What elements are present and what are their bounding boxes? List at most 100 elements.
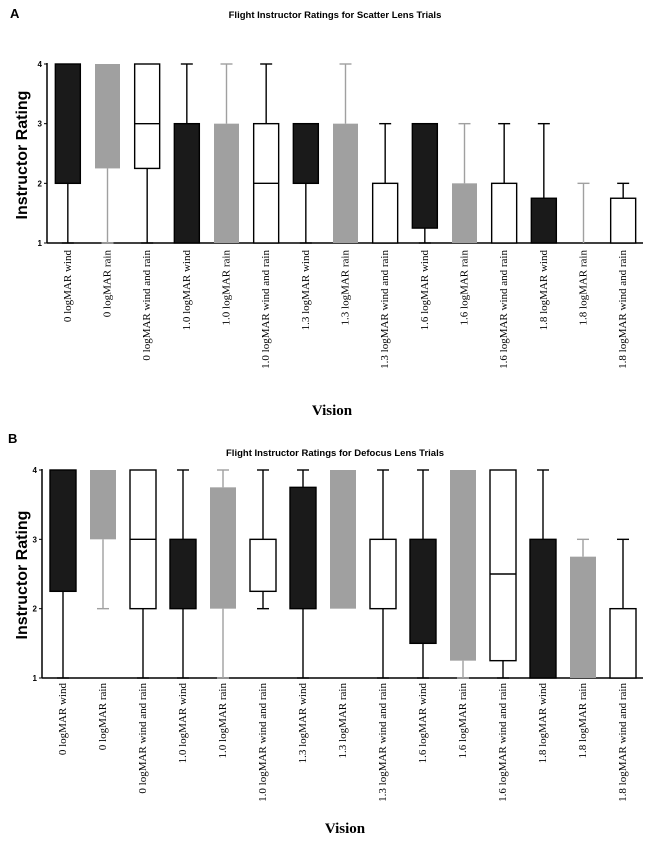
panel-a-box-2 bbox=[95, 64, 120, 244]
panel-a-ylabel: Instructor Rating bbox=[14, 91, 31, 220]
panel-a-title: Flight Instructor Ratings for Scatter Le… bbox=[229, 10, 442, 21]
panel-a-category-label-11: 1.6 logMAR rain bbox=[459, 250, 471, 326]
panel-a-category-label-8: 1.3 logMAR rain bbox=[340, 250, 352, 326]
panel-b-category-label-6: 1.0 logMAR wind and rain bbox=[257, 683, 269, 802]
panel-a-box-5 bbox=[214, 63, 239, 243]
box-body bbox=[292, 122, 320, 185]
panel-a-box-12 bbox=[490, 122, 518, 244]
box-body bbox=[173, 122, 201, 244]
panel-b-box-1 bbox=[49, 469, 77, 679]
panel-a-box-7 bbox=[292, 122, 320, 244]
panel-a-category-label-3: 0 logMAR wind and rain bbox=[141, 250, 153, 361]
panel-a-ytick-label-2: 2 bbox=[38, 179, 43, 188]
panel-b-box-3 bbox=[129, 469, 157, 679]
panel-b-category-label-2: 0 logMAR rain bbox=[97, 683, 109, 751]
panel-a-ytick-label-4: 4 bbox=[38, 60, 43, 69]
panel-a-category-label-15: 1.8 logMAR wind and rain bbox=[617, 250, 629, 369]
panel-a-category-label-10: 1.6 logMAR wind bbox=[419, 250, 431, 331]
panel-b-box-11 bbox=[450, 470, 476, 679]
panel-a-category-label-13: 1.8 logMAR wind bbox=[538, 250, 550, 331]
panel-b-box-15 bbox=[609, 538, 637, 679]
box-body bbox=[249, 538, 277, 593]
panel-b-box-10 bbox=[409, 469, 437, 679]
panel-b-category-label-15: 1.8 logMAR wind and rain bbox=[617, 683, 629, 802]
box-body bbox=[409, 538, 437, 645]
panel-a-box-13 bbox=[530, 122, 558, 244]
panel-b-category-label-8: 1.3 logMAR rain bbox=[337, 683, 349, 759]
panel-a-ytick-label-3: 3 bbox=[38, 120, 43, 129]
panel-b-ytick-label-4: 4 bbox=[33, 466, 38, 475]
panel-a-box-3 bbox=[133, 63, 161, 244]
panel-b-category-label-4: 1.0 logMAR wind bbox=[177, 683, 189, 764]
panel-b-category-label-12: 1.6 logMAR wind and rain bbox=[497, 683, 509, 802]
panel-a-box-9 bbox=[371, 122, 399, 244]
panel-a-box-4 bbox=[173, 63, 201, 244]
box-body bbox=[369, 538, 397, 610]
panel-a-category-label-4: 1.0 logMAR wind bbox=[181, 250, 193, 331]
panel-b-box-14 bbox=[570, 538, 596, 678]
box-body bbox=[49, 469, 77, 593]
panel-b-ylabel: Instructor Rating bbox=[14, 511, 31, 640]
panel-b-box-12 bbox=[489, 469, 517, 679]
box-body bbox=[133, 63, 161, 170]
box-body bbox=[54, 63, 82, 185]
box-body bbox=[90, 470, 116, 540]
box-body bbox=[452, 183, 477, 243]
panel-a-xlabel: Vision bbox=[312, 403, 353, 419]
panel-a-box-6 bbox=[252, 63, 280, 244]
panel-a-ytick-label-1: 1 bbox=[38, 239, 43, 248]
panel-b-category-label-9: 1.3 logMAR wind and rain bbox=[377, 683, 389, 802]
panel-a-box-8 bbox=[333, 63, 358, 243]
panel-a-box-15 bbox=[609, 182, 637, 244]
panel-a-box-1 bbox=[54, 63, 82, 244]
panel-b-box-7 bbox=[289, 469, 317, 679]
panel-a-box-11 bbox=[452, 122, 477, 243]
box-body bbox=[609, 197, 637, 244]
panel-b-plot: 1 2 3 4 0 logMAR wind 0 logMAR rain 0 logMAR w… bbox=[33, 466, 643, 802]
panel-b-category-label-3: 0 logMAR wind and rain bbox=[137, 683, 149, 794]
box-body bbox=[490, 182, 518, 244]
box-body bbox=[609, 607, 637, 679]
box-body bbox=[570, 556, 596, 678]
panel-b-letter: B bbox=[8, 431, 17, 446]
panel-a-category-label-9: 1.3 logMAR wind and rain bbox=[379, 250, 391, 369]
box-body bbox=[289, 486, 317, 610]
panel-a-category-label-6: 1.0 logMAR wind and rain bbox=[260, 250, 272, 369]
panel-b-box-8 bbox=[330, 470, 356, 609]
panel-b-ytick-label-3: 3 bbox=[33, 535, 38, 544]
box-body bbox=[95, 64, 120, 169]
panel-b-box-9 bbox=[369, 469, 397, 679]
panel-a-category-label-5: 1.0 logMAR rain bbox=[221, 250, 233, 326]
panel-b-ytick-label-2: 2 bbox=[33, 605, 38, 614]
box-body bbox=[530, 197, 558, 244]
panel-b-category-label-7: 1.3 logMAR wind bbox=[297, 683, 309, 764]
box-body bbox=[333, 123, 358, 243]
box-body bbox=[450, 470, 476, 661]
panel-b-box-5 bbox=[210, 469, 236, 679]
panel-a-plot: 1 2 3 4 0 logMAR wind 0 logMAR rain 0 logMAR w… bbox=[38, 60, 643, 369]
panel-b-category-label-5: 1.0 logMAR rain bbox=[217, 683, 229, 759]
panel-a-category-label-1: 0 logMAR wind bbox=[62, 250, 74, 323]
panel-a-category-label-7: 1.3 logMAR wind bbox=[300, 250, 312, 331]
panel-b-xlabel: Vision bbox=[325, 821, 366, 837]
panel-b-category-label-11: 1.6 logMAR rain bbox=[457, 683, 469, 759]
panel-b-category-label-14: 1.8 logMAR rain bbox=[577, 683, 589, 759]
panel-a-box-14 bbox=[571, 182, 596, 244]
box-body bbox=[169, 538, 197, 610]
box-body bbox=[210, 487, 236, 609]
box-body bbox=[371, 182, 399, 244]
panel-b-title: Flight Instructor Ratings for Defocus Le… bbox=[226, 448, 444, 459]
box-body bbox=[330, 470, 356, 609]
panel-b-box-13 bbox=[529, 469, 557, 679]
panel-b-box-4 bbox=[169, 469, 197, 679]
panel-a-box-10 bbox=[411, 122, 439, 244]
box-body bbox=[489, 469, 517, 662]
panel-b-box-6 bbox=[249, 469, 277, 610]
panel-b-category-label-10: 1.6 logMAR wind bbox=[417, 683, 429, 764]
panel-b-box-2 bbox=[90, 470, 116, 610]
panel-a-category-label-14: 1.8 logMAR rain bbox=[578, 250, 590, 326]
panel-b-category-label-13: 1.8 logMAR wind bbox=[537, 683, 549, 764]
panel-a-category-label-12: 1.6 logMAR wind and rain bbox=[498, 250, 510, 369]
box-body bbox=[214, 123, 239, 243]
